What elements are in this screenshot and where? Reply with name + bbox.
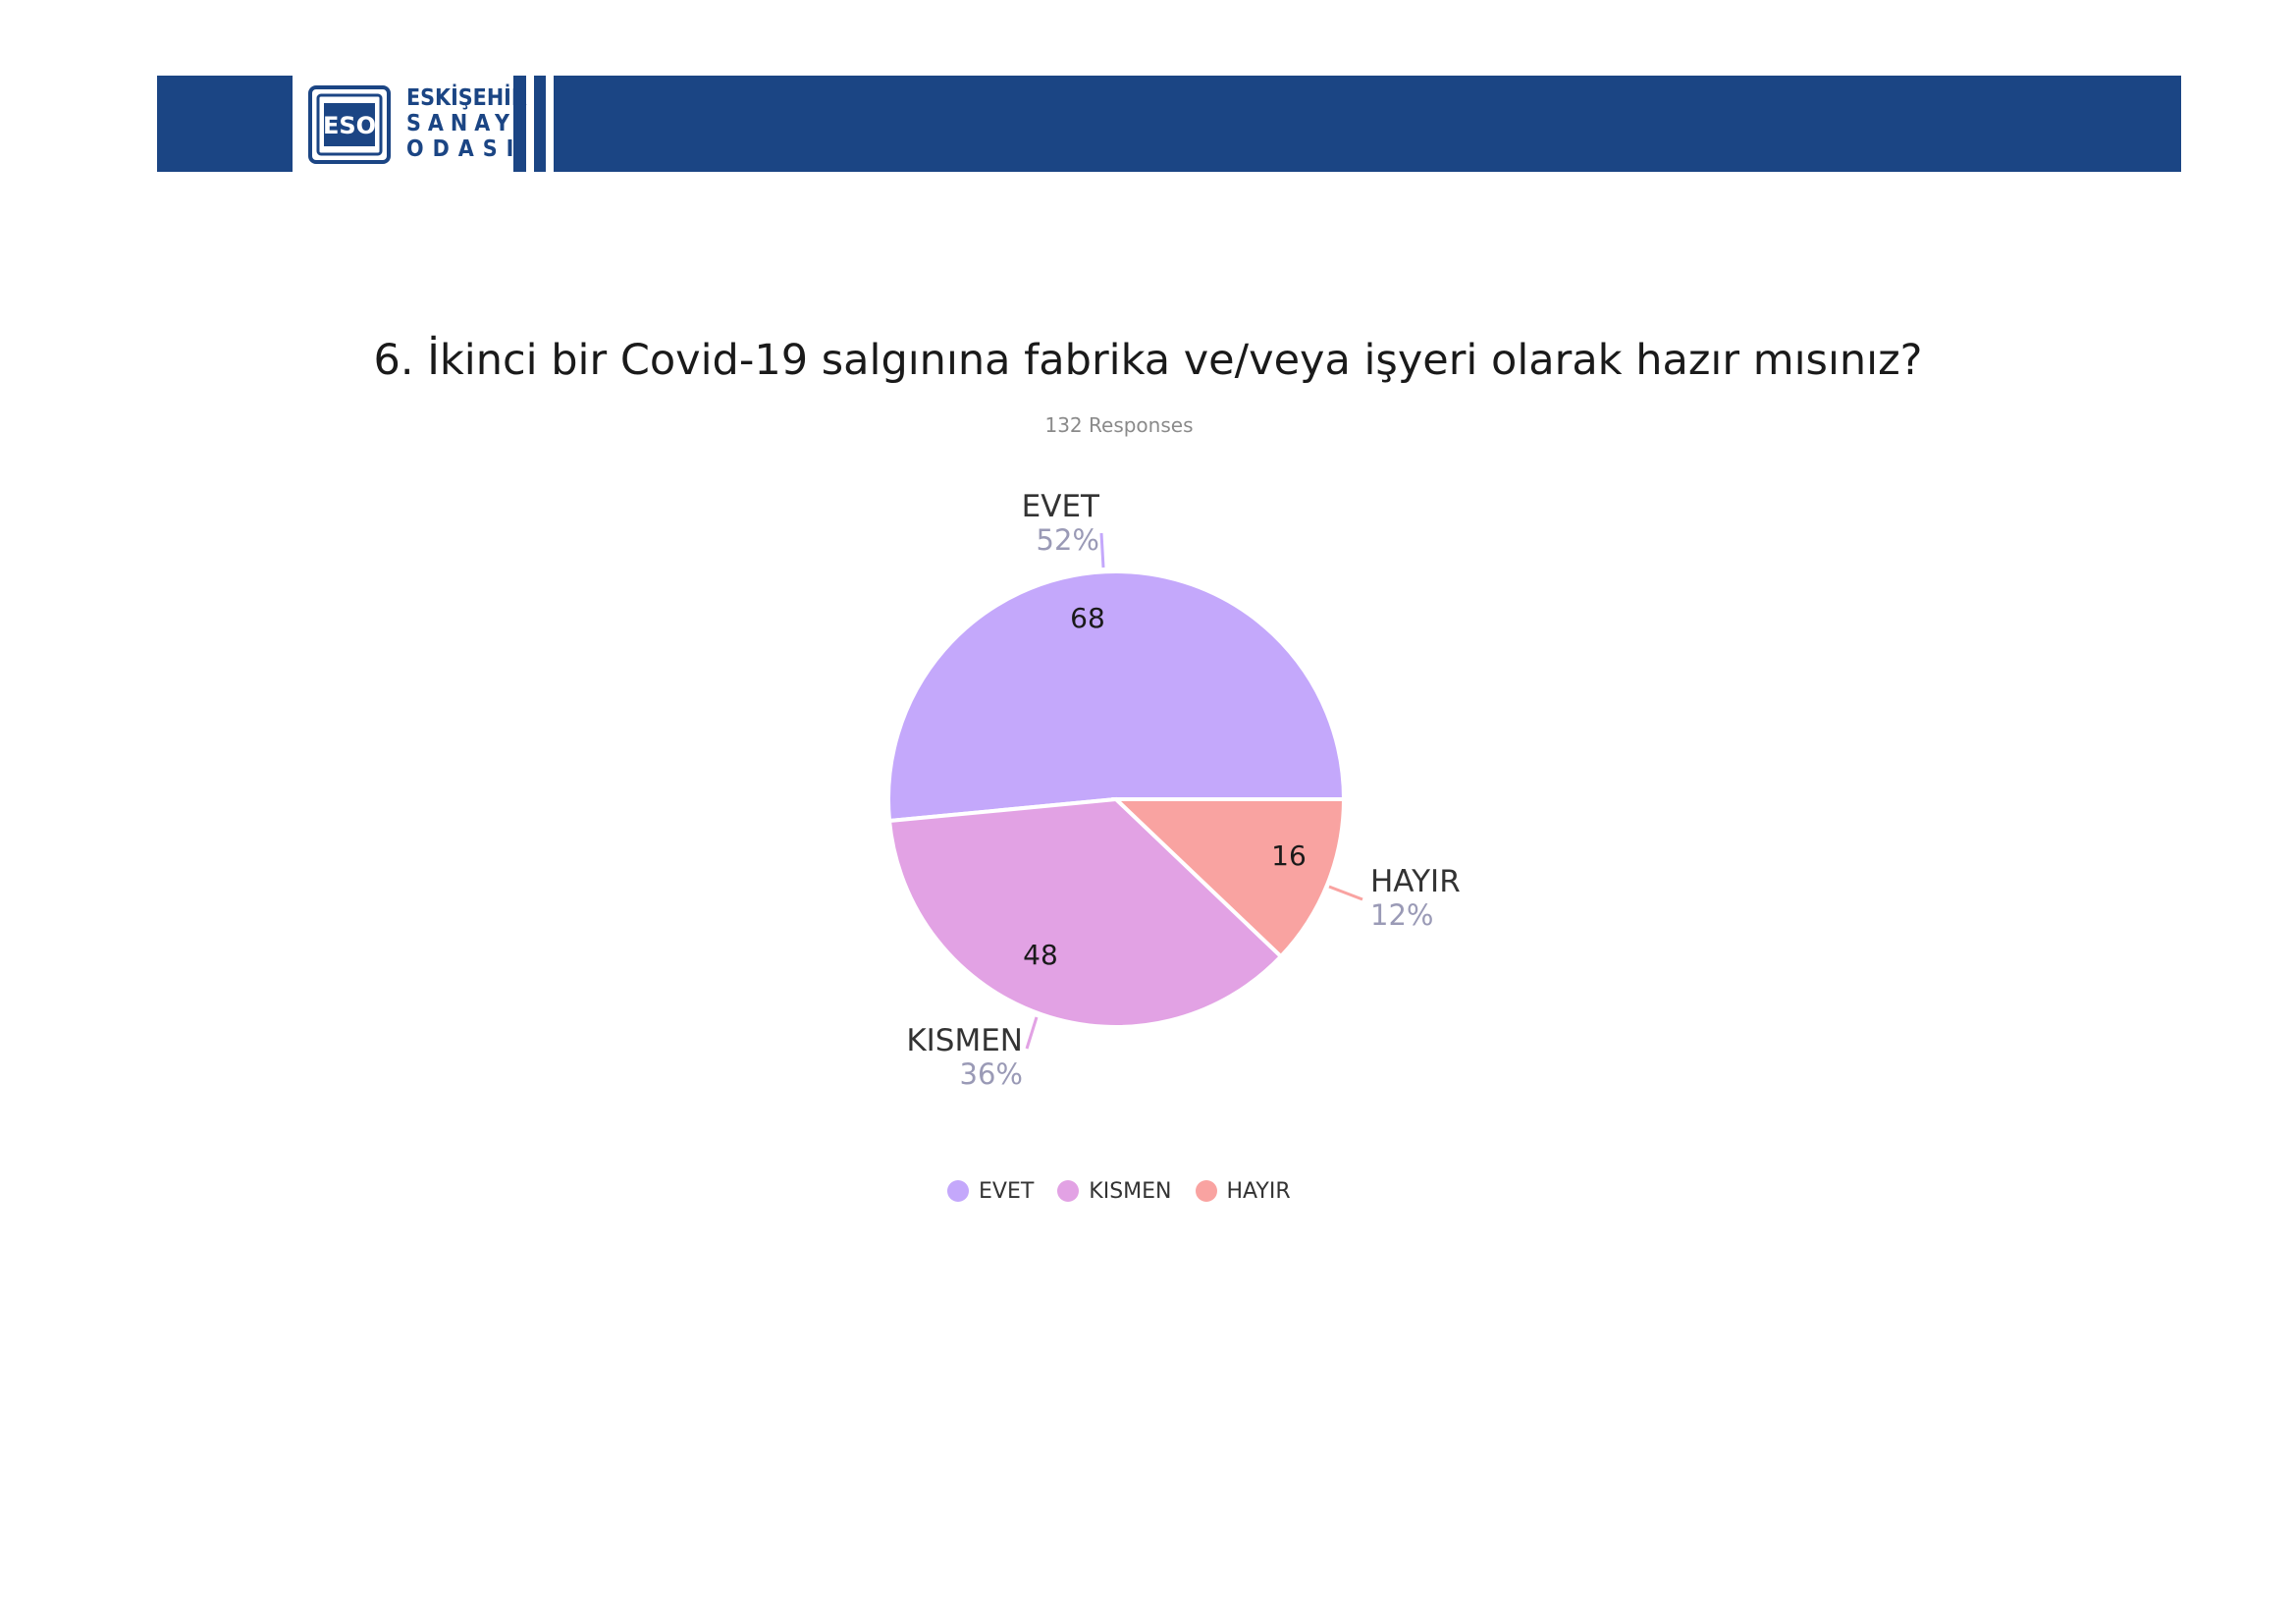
leader-line-evet [1099, 532, 1105, 568]
eso-logo: ESO ESKİŞEHİR SANAYİ ODASI [293, 76, 531, 172]
pie-slice-hayir [1111, 797, 1347, 959]
slice-label-kismen: KISMEN [906, 1023, 1023, 1058]
response-count: 132 Responses [1044, 413, 1194, 437]
leader-line-hayir [1328, 885, 1363, 901]
logo-line-3: ODASI [406, 136, 523, 162]
leader-line-kismen [1025, 1016, 1039, 1050]
slice-percent-evet: 52% [1037, 523, 1099, 557]
legend-dot-hayir [1195, 1180, 1217, 1202]
logo-abbr: ESO [323, 112, 376, 139]
legend-label-hayir: HAYIR [1226, 1178, 1291, 1204]
slice-value-evet: 68 [1070, 602, 1105, 634]
logo-line-2: SANAYİ [406, 111, 531, 136]
eso-logo-mark: ESO [308, 85, 391, 164]
slice-label-evet: EVET [1022, 489, 1100, 524]
slice-label-hayir: HAYIR [1370, 864, 1461, 899]
logo-line-1: ESKİŞEHİR [406, 85, 527, 111]
legend-item-evet: EVET [947, 1179, 1034, 1204]
legend-item-hayir: HAYIR [1195, 1178, 1291, 1204]
header-stripe-gap-2 [546, 76, 554, 172]
header-stripe-gap [526, 76, 534, 172]
slice-percent-hayir: 12% [1370, 898, 1433, 932]
legend-label-evet: EVET [979, 1178, 1035, 1204]
legend-label-kismen: KISMEN [1089, 1178, 1172, 1204]
pie-slice-kismen [886, 796, 1284, 1029]
logo-text: ESKİŞEHİR SANAYİ ODASI [406, 85, 531, 162]
question-title: 6. İkinci bir Covid-19 salgınına fabrika… [373, 336, 1923, 385]
legend-dot-evet [947, 1180, 969, 1202]
slice-value-hayir: 16 [1271, 839, 1307, 872]
legend-item-kismen: KISMEN [1057, 1178, 1172, 1204]
legend-dot-kismen [1057, 1180, 1080, 1202]
chart-legend: EVET KISMEN HAYIR [947, 1176, 1291, 1206]
slice-percent-kismen: 36% [960, 1057, 1023, 1091]
slice-value-kismen: 48 [1023, 939, 1058, 971]
pie-slice-evet [886, 569, 1347, 824]
